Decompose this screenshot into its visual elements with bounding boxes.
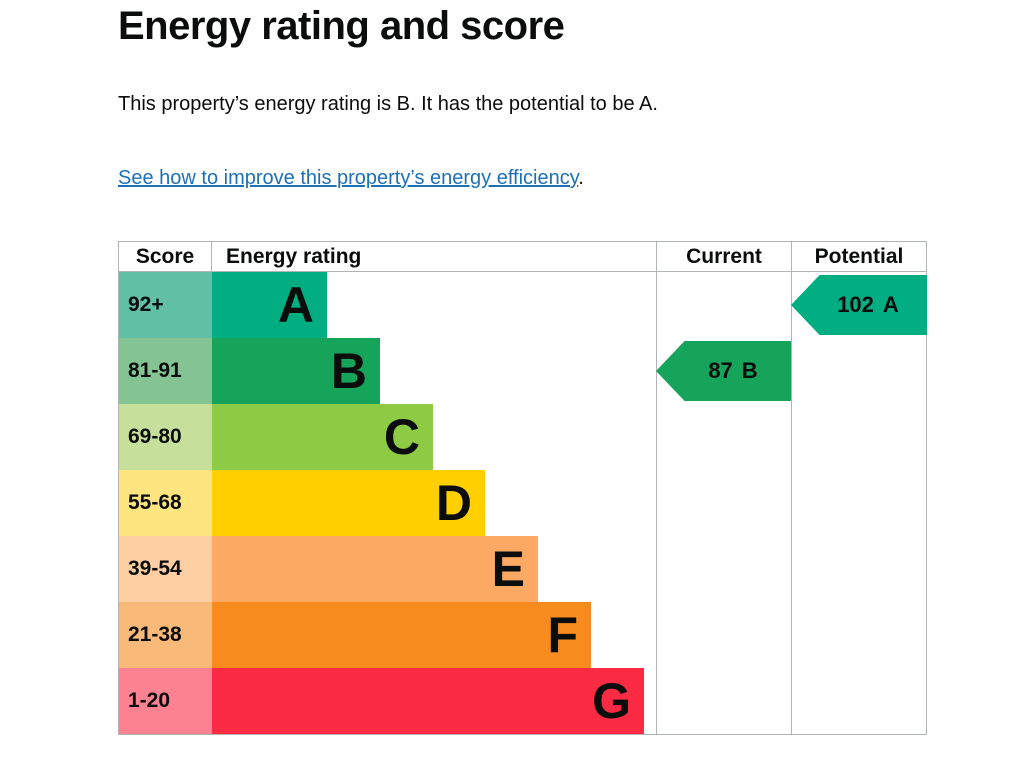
potential-cell-e [791, 536, 926, 602]
current-cell-f [656, 602, 791, 668]
improve-link-line: See how to improve this property’s energ… [118, 167, 925, 190]
score-cell-f: 21-38 [119, 602, 212, 668]
rating-bar-cell-a: A [212, 272, 656, 338]
rating-bar-c: C [212, 404, 433, 470]
score-cell-a: 92+ [119, 272, 212, 338]
potential-rating-letter: A [882, 292, 899, 317]
current-cell-g [656, 668, 791, 734]
potential-cell-a: 102 A [791, 272, 927, 338]
link-suffix-period: . [578, 167, 584, 189]
current-score-value: 87 [708, 358, 733, 383]
rating-bar-d: D [212, 470, 485, 536]
rating-letter-f: F [547, 607, 578, 663]
energy-rating-chart: Score Energy rating Current Potential 92… [118, 241, 927, 735]
rating-bar-cell-d: D [212, 470, 656, 536]
score-cell-c: 69-80 [119, 404, 212, 470]
current-cell-c [656, 404, 791, 470]
current-cell-d [656, 470, 791, 536]
potential-cell-f [791, 602, 926, 668]
rating-letter-c: C [383, 409, 420, 465]
current-cell-a [656, 272, 791, 338]
rating-bar-cell-c: C [212, 404, 656, 470]
potential-score-value: 102 [837, 292, 874, 317]
improve-efficiency-link[interactable]: See how to improve this property’s energ… [118, 167, 579, 189]
rating-bar-cell-f: F [212, 602, 656, 668]
column-header-energy-rating: Energy rating [212, 242, 656, 272]
current-cell-e [656, 536, 791, 602]
page-title: Energy rating and score [118, 4, 565, 48]
potential-cell-b [791, 338, 926, 404]
potential-cell-c [791, 404, 926, 470]
current-rating-arrow: 87 B [656, 341, 792, 401]
rating-letter-g: G [592, 673, 631, 729]
rating-bar-f: F [212, 602, 591, 668]
rating-bar-e: E [212, 536, 538, 602]
column-header-current: Current [656, 242, 791, 272]
rating-summary-text: This property’s energy rating is B. It h… [118, 93, 658, 115]
column-header-potential: Potential [791, 242, 926, 272]
page-content: Energy rating and score This property’s … [118, 0, 927, 735]
current-rating-letter: B [741, 358, 758, 383]
rating-bar-cell-b: B [212, 338, 656, 404]
score-cell-b: 81-91 [119, 338, 212, 404]
potential-cell-g [791, 668, 926, 734]
rating-letter-a: A [277, 277, 314, 333]
rating-bar-a: A [212, 272, 327, 338]
rating-bar-cell-e: E [212, 536, 656, 602]
rating-letter-d: D [435, 475, 472, 531]
score-cell-d: 55-68 [119, 470, 212, 536]
score-cell-e: 39-54 [119, 536, 212, 602]
current-cell-b: 87 B [656, 338, 792, 404]
rating-bar-cell-g: G [212, 668, 656, 734]
score-cell-g: 1-20 [119, 668, 212, 734]
rating-bar-b: B [212, 338, 380, 404]
rating-letter-e: E [491, 541, 525, 597]
rating-bar-g: G [212, 668, 644, 734]
potential-cell-d [791, 470, 926, 536]
column-header-score: Score [119, 242, 212, 272]
rating-letter-b: B [330, 343, 367, 399]
potential-rating-arrow: 102 A [791, 275, 927, 335]
